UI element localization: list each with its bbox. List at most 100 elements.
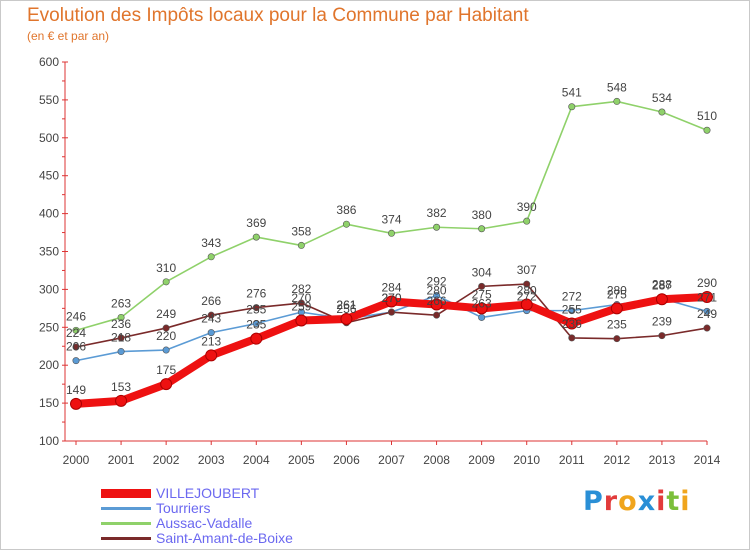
x-tick-label: 2004 <box>243 453 270 467</box>
data-point <box>117 313 125 321</box>
data-label: 218 <box>111 331 131 345</box>
data-point <box>658 332 666 340</box>
proxiti-logo: Proxiti <box>583 486 691 517</box>
data-label: 235 <box>246 318 266 332</box>
data-point <box>162 278 170 286</box>
x-tick-label: 2007 <box>378 453 405 467</box>
y-tick-label: 450 <box>39 169 59 183</box>
data-label: 149 <box>66 383 86 397</box>
data-label: 304 <box>472 265 492 279</box>
chart-subtitle: (en € et par an) <box>27 29 110 43</box>
data-point <box>252 320 260 328</box>
data-point <box>430 298 443 311</box>
y-tick-label: 250 <box>39 320 59 334</box>
data-label: 236 <box>111 317 131 331</box>
data-label: 541 <box>562 86 582 100</box>
data-point <box>297 241 305 249</box>
x-tick-label: 2003 <box>198 453 225 467</box>
data-label: 288 <box>652 277 672 291</box>
data-point <box>385 295 398 308</box>
data-point <box>701 290 713 303</box>
data-label: 276 <box>246 287 266 301</box>
data-point <box>207 329 215 337</box>
data-point <box>478 282 486 290</box>
data-point <box>387 229 395 237</box>
data-point <box>117 334 125 342</box>
data-label: 255 <box>246 303 266 317</box>
data-point <box>433 223 441 231</box>
data-point <box>658 108 666 116</box>
data-point <box>117 348 125 356</box>
data-label: 263 <box>111 296 131 310</box>
data-point <box>568 334 576 342</box>
data-label: 280 <box>607 284 627 298</box>
data-label: 224 <box>66 326 86 340</box>
x-tick-label: 2006 <box>333 453 360 467</box>
data-point <box>207 253 215 261</box>
y-tick-label: 150 <box>39 396 59 410</box>
data-point <box>252 233 260 241</box>
data-label: 249 <box>697 307 717 321</box>
data-label: 272 <box>517 290 537 304</box>
data-point <box>162 324 170 332</box>
y-tick-label: 100 <box>39 434 59 448</box>
data-label: 280 <box>517 284 537 298</box>
data-point <box>568 307 576 315</box>
data-label: 266 <box>201 294 221 308</box>
logo-letter: i <box>656 486 667 517</box>
data-label: 374 <box>381 212 401 226</box>
data-label: 239 <box>652 315 672 329</box>
data-label: 310 <box>156 261 176 275</box>
data-label: 263 <box>472 296 492 310</box>
legend-label: Saint-Amant-de-Boixe <box>156 530 293 546</box>
data-label: 249 <box>156 307 176 321</box>
data-label: 275 <box>472 287 492 301</box>
data-point <box>613 97 621 105</box>
data-label: 358 <box>291 224 311 238</box>
data-label: 206 <box>66 340 86 354</box>
data-label: 284 <box>381 281 401 295</box>
data-point <box>252 304 260 312</box>
legend-label: Tourriers <box>156 500 211 516</box>
x-tick-label: 2009 <box>468 453 495 467</box>
logo-letter: x <box>637 486 657 517</box>
x-tick-label: 2001 <box>108 453 135 467</box>
data-label: 271 <box>697 290 717 304</box>
data-label: 287 <box>652 278 672 292</box>
data-label: 390 <box>517 200 537 214</box>
data-label: 259 <box>291 299 311 313</box>
x-tick-label: 2013 <box>649 453 676 467</box>
data-point <box>70 397 82 410</box>
y-tick-label: 550 <box>39 93 59 107</box>
data-point <box>610 302 623 315</box>
data-label: 534 <box>652 91 672 105</box>
data-label: 386 <box>336 203 356 217</box>
legend-swatch <box>101 522 151 525</box>
y-tick-label: 600 <box>39 55 59 69</box>
data-point <box>387 308 395 316</box>
x-tick-label: 2002 <box>153 453 180 467</box>
data-point <box>295 314 308 327</box>
data-point <box>72 326 80 334</box>
data-label: 275 <box>607 287 627 301</box>
data-point <box>115 394 128 407</box>
data-point <box>297 299 305 307</box>
data-point <box>342 220 350 228</box>
logo-letter: t <box>666 486 681 517</box>
legend-label: VILLEJOUBERT <box>156 485 260 501</box>
data-label: 175 <box>156 363 176 377</box>
data-label: 213 <box>201 334 221 348</box>
data-point <box>523 217 531 225</box>
data-point <box>655 293 668 306</box>
data-point <box>72 357 80 365</box>
data-label: 256 <box>336 302 356 316</box>
data-label: 369 <box>246 216 266 230</box>
data-point <box>478 225 486 233</box>
data-label: 243 <box>201 312 221 326</box>
x-tick-label: 2011 <box>559 453 585 467</box>
data-point <box>703 307 711 315</box>
data-point <box>72 343 80 351</box>
chart-title: Evolution des Impôts locaux pour la Comm… <box>27 5 529 26</box>
